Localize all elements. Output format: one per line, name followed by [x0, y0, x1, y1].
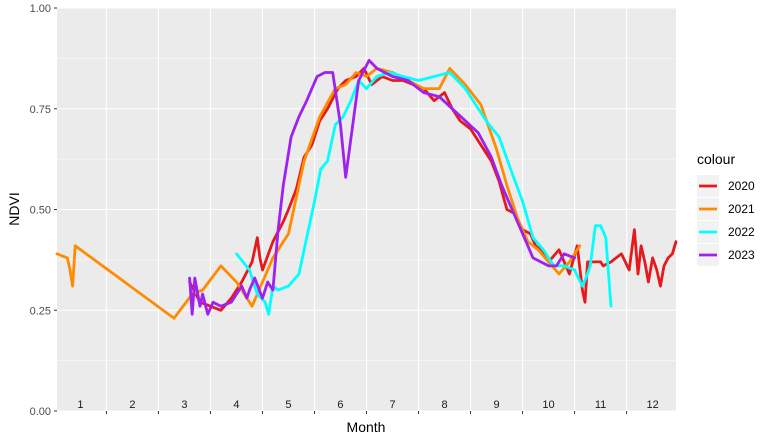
x-tick-label: 11: [595, 399, 606, 411]
series-lines: [55, 59, 678, 320]
x-tick-label: 8: [441, 399, 447, 411]
legend-label-2020: 2020: [728, 179, 755, 193]
y-tick-label: 0.25: [30, 305, 51, 317]
x-tick-label: 12: [646, 399, 658, 411]
x-tick-labels: 1 2 3 4 5 6 7 8 9 10 11 12: [77, 399, 658, 411]
x-tick-label: 10: [542, 399, 554, 411]
y-tick-label: 0.00: [30, 406, 51, 418]
series-line-2021: [55, 67, 582, 320]
legend-label-2022: 2022: [728, 225, 755, 239]
grid-major: [57, 7, 676, 412]
x-tick-label: 9: [493, 399, 499, 411]
legend-label-2023: 2023: [728, 248, 755, 262]
legend-title: colour: [697, 151, 735, 167]
x-tick-label: 1: [77, 399, 83, 411]
x-axis-title: Month: [347, 419, 386, 435]
y-tick-label: 0.50: [30, 205, 51, 217]
x-axis: [105, 411, 628, 414]
legend: 2020 2021 2022 2023: [697, 175, 755, 266]
x-tick-label: 4: [233, 399, 239, 411]
y-axis-title: NDVI: [6, 192, 22, 225]
x-tick-label: 2: [129, 399, 135, 411]
y-axis: 0.00 0.25 0.50 0.75 1.00: [30, 3, 57, 418]
series-line-2023: [188, 59, 576, 316]
series-line-2020: [188, 67, 678, 312]
x-tick-label: 5: [285, 399, 291, 411]
y-tick-label: 0.75: [30, 104, 51, 116]
x-tick-label: 6: [337, 399, 343, 411]
x-tick-label: 7: [389, 399, 395, 411]
x-tick-label: 3: [181, 399, 187, 411]
y-tick-label: 1.00: [30, 3, 51, 15]
series-line-2022: [235, 71, 613, 316]
legend-label-2021: 2021: [728, 202, 755, 216]
